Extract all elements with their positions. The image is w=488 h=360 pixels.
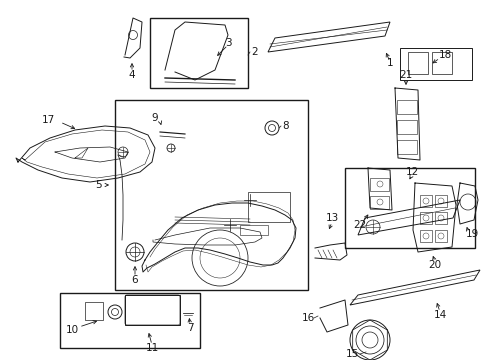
Text: 2: 2 xyxy=(251,47,258,57)
Bar xyxy=(115,100,307,290)
Bar xyxy=(369,196,388,209)
Bar xyxy=(434,195,446,207)
Text: 11: 11 xyxy=(145,343,158,353)
Text: 5: 5 xyxy=(95,180,101,190)
Bar xyxy=(431,52,451,74)
Bar xyxy=(399,48,471,80)
Bar xyxy=(369,178,388,191)
Text: 19: 19 xyxy=(465,229,478,239)
Text: 12: 12 xyxy=(405,167,418,177)
Text: 17: 17 xyxy=(41,115,55,125)
Bar xyxy=(396,120,416,134)
Text: 8: 8 xyxy=(282,121,289,131)
Bar xyxy=(247,192,289,222)
Bar xyxy=(419,195,431,207)
Bar xyxy=(434,230,446,242)
Bar xyxy=(419,230,431,242)
Text: 16: 16 xyxy=(301,313,314,323)
Text: 14: 14 xyxy=(432,310,446,320)
Text: 3: 3 xyxy=(224,38,231,48)
Bar xyxy=(396,140,416,154)
Bar xyxy=(150,18,247,88)
Bar xyxy=(407,52,427,74)
Bar xyxy=(419,212,431,224)
Text: 21: 21 xyxy=(399,70,412,80)
Bar xyxy=(434,212,446,224)
Bar xyxy=(125,295,180,325)
Text: 7: 7 xyxy=(186,323,193,333)
Bar xyxy=(60,293,200,348)
Text: 15: 15 xyxy=(345,349,358,359)
Text: 1: 1 xyxy=(386,58,392,68)
Bar xyxy=(85,302,103,320)
Text: 22: 22 xyxy=(353,220,366,230)
Text: 6: 6 xyxy=(131,275,138,285)
Bar xyxy=(345,168,474,248)
Text: 4: 4 xyxy=(128,70,135,80)
Bar xyxy=(396,100,416,114)
Text: 13: 13 xyxy=(325,213,338,223)
Text: 20: 20 xyxy=(427,260,441,270)
Text: 10: 10 xyxy=(65,325,79,335)
Text: 18: 18 xyxy=(437,50,451,60)
Bar xyxy=(240,225,267,235)
Text: 9: 9 xyxy=(151,113,158,123)
